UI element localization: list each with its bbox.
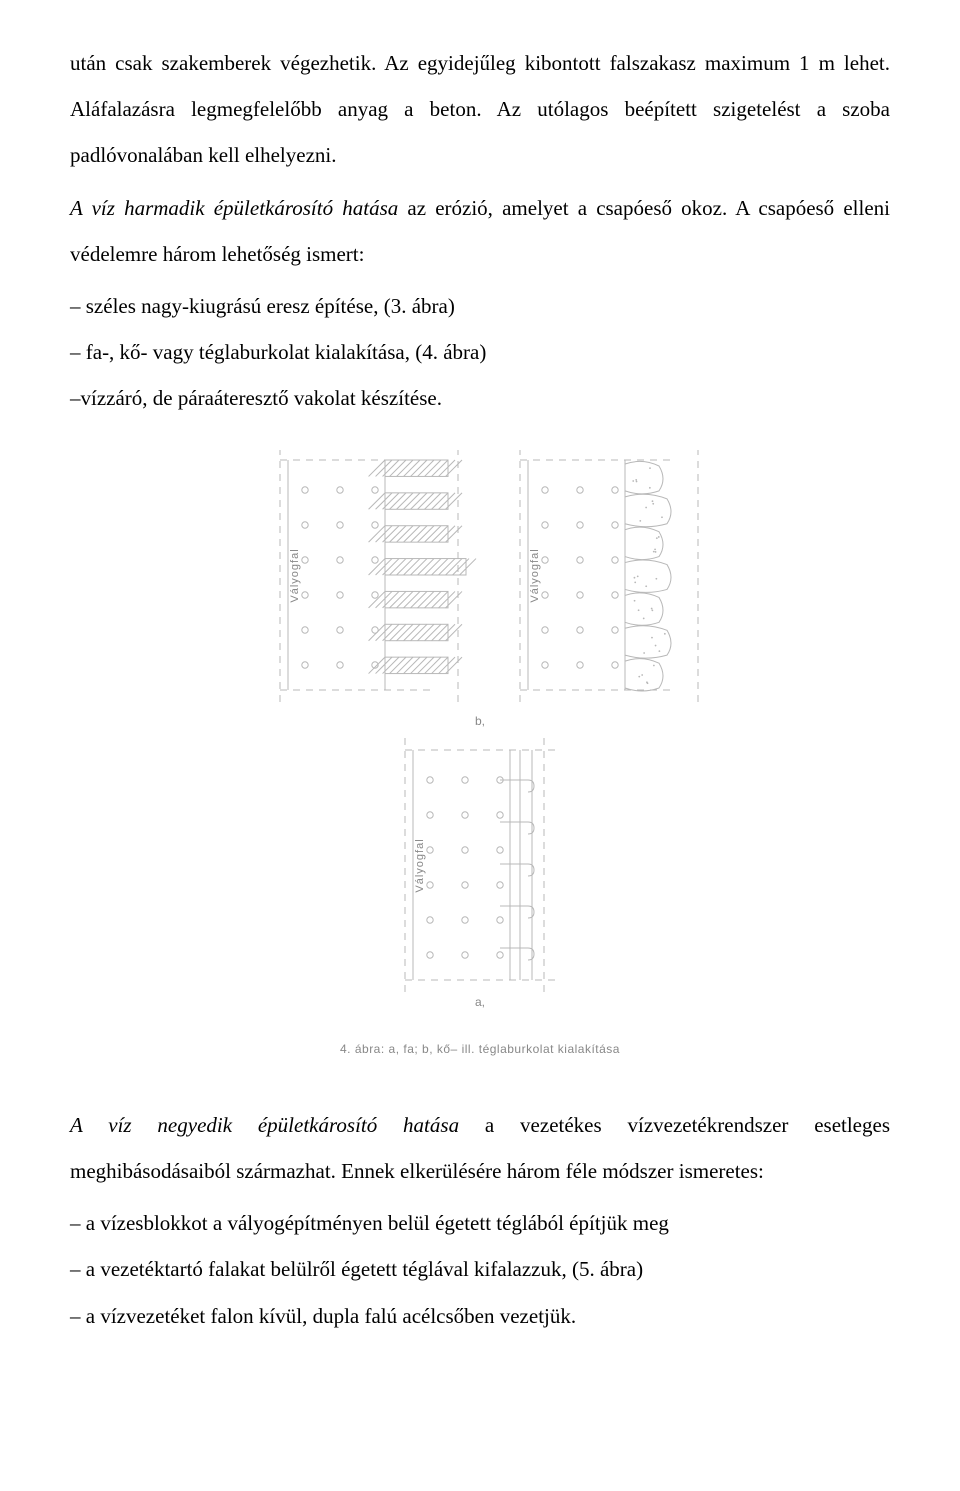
figure-caption: 4. ábra: a, fa; b, kő– ill. téglaburkola…: [70, 1036, 890, 1062]
paragraph-3: A víz negyedik épületkárosító hatása a v…: [70, 1102, 890, 1194]
svg-text:b,: b,: [475, 714, 485, 728]
list-item-3: –vízzáró, de páraáteresztő vakolat készí…: [70, 375, 890, 421]
figure-svg: Vályogfal Vályogfal b, Vályogfal a,: [220, 450, 740, 1030]
p3-lead-italic: A víz negyedik épületkárosító hatása: [70, 1113, 459, 1137]
list-item-4: – a vízesblokkot a vályogépítményen belü…: [70, 1200, 890, 1246]
paragraph-1: után csak szakemberek végezhetik. Az egy…: [70, 40, 890, 179]
svg-text:Vályogfal: Vályogfal: [529, 548, 541, 602]
list-item-6: – a vízvezetéket falon kívül, dupla falú…: [70, 1293, 890, 1339]
paragraph-2: A víz harmadik épületkárosító hatása az …: [70, 185, 890, 277]
list-item-2: – fa-, kő- vagy téglaburkolat kialakítás…: [70, 329, 890, 375]
p2-lead-italic: A víz harmadik épületkárosító hatása: [70, 196, 398, 220]
svg-text:Vályogfal: Vályogfal: [414, 838, 426, 892]
figure-4: Vályogfal Vályogfal b, Vályogfal a, 4. ábra:…: [70, 450, 890, 1062]
list-item-5: – a vezetéktartó falakat belülről égetet…: [70, 1246, 890, 1292]
svg-text:Vályogfal: Vályogfal: [289, 548, 301, 602]
svg-text:a,: a,: [475, 995, 485, 1009]
list-item-1: – széles nagy-kiugrású eresz építése, (3…: [70, 283, 890, 329]
